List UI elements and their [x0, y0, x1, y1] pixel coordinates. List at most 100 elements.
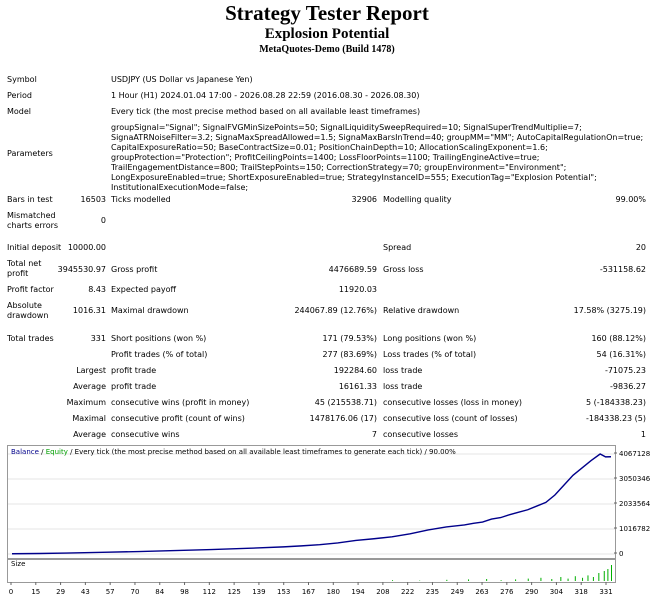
bars-value: 16503 [80, 195, 106, 204]
maximum-label: Maximum [66, 398, 106, 407]
pf-value: 8.43 [88, 285, 106, 294]
largest-profit-value: 192284.60 [333, 366, 377, 375]
size-bar [574, 576, 576, 581]
x-tick-label: 29 [56, 588, 65, 596]
y-tick-label: 2033564 [619, 500, 651, 508]
chart-svg [8, 453, 615, 555]
symbol-value: USDJPY (US Dollar vs Japanese Yen) [111, 75, 253, 84]
deposit-value: 10000.00 [67, 243, 106, 252]
x-tick-label: 276 [500, 588, 514, 596]
trades-value: 331 [90, 334, 106, 343]
size-bar [392, 580, 394, 581]
net-value: 3945530.97 [57, 265, 106, 274]
average-2-label: Average [73, 430, 106, 439]
modelling-value: 99.00% [615, 195, 646, 204]
size-bar [446, 579, 448, 581]
size-bar [551, 579, 553, 581]
size-bar [567, 578, 569, 581]
rel-dd-value: 17.58% (3275.19) [573, 306, 646, 315]
x-tick-label: 98 [180, 588, 189, 596]
symbol-label: Symbol [7, 75, 37, 84]
y-tick-label: 3050346 [619, 475, 651, 483]
largest-label: Largest [76, 366, 106, 375]
x-tick-label: 331 [599, 588, 612, 596]
maximal-label: Maximal [72, 414, 106, 423]
x-tick-label: 43 [81, 588, 90, 596]
avg-cl-value: 1 [640, 430, 646, 439]
x-tick-label: 318 [575, 588, 588, 596]
x-tick-label: 194 [351, 588, 365, 596]
mismatch-value: 0 [100, 216, 106, 225]
mismatch-label-2: charts errors [7, 221, 59, 230]
balance-chart: Balance / Equity / Every tick (the most … [7, 445, 616, 559]
size-bar [592, 577, 594, 581]
parameters-value: groupSignal="Signal"; SignalFVGMinSizePo… [111, 123, 644, 192]
deposit-label: Initial deposit [7, 243, 62, 252]
mcp-label: consecutive profit (count of wins) [111, 414, 245, 423]
x-tick-label: 139 [252, 588, 265, 596]
x-tick-label: 15 [31, 588, 40, 596]
x-axis: 0 15 29 43 57 70 84 98 112 125 139 153 167 180 194 208 2… [9, 582, 613, 596]
x-tick-label: 263 [475, 588, 488, 596]
gross-profit-label: Gross profit [111, 265, 158, 274]
period-value: 1 Hour (H1) 2024.01.04 17:00 - 2026.08.2… [111, 91, 420, 100]
x-tick-label: 57 [106, 588, 115, 596]
profit-trades-label: Profit trades (% of total) [111, 350, 208, 359]
x-tick-label: 208 [376, 588, 389, 596]
abs-dd-label-1: Absolute [7, 301, 42, 310]
size-chart: Size [7, 559, 616, 583]
gross-loss-value: -531158.62 [599, 265, 646, 274]
x-tick-label: 70 [130, 588, 139, 596]
mismatch-label-1: Mismatched [7, 211, 56, 220]
legend-equity: Equity [45, 448, 68, 456]
size-bar [560, 577, 562, 581]
ticks-value: 32906 [351, 195, 377, 204]
model-value: Every tick (the most precise method base… [111, 107, 421, 116]
y-tick-label: 4067128 [619, 450, 650, 458]
chart-legend: Balance / Equity / Every tick (the most … [11, 448, 456, 457]
rel-dd-label: Relative drawdown [383, 306, 460, 315]
size-bar [468, 579, 470, 581]
loss-trades-label: Loss trades (% of total) [383, 350, 477, 359]
largest-profit-label: profit trade [111, 366, 157, 375]
server-build: MetaQuotes-Demo (Build 1478) [259, 44, 395, 55]
long-value: 160 (88.12%) [591, 334, 646, 343]
spread-label: Spread [383, 243, 412, 252]
avg-cl-label: consecutive losses [383, 430, 459, 439]
abs-dd-label-2: drawdown [7, 311, 49, 320]
avg-profit-label: profit trade [111, 382, 157, 391]
legend-balance: Balance [11, 448, 39, 456]
x-tick-label: 290 [525, 588, 538, 596]
avg-loss-label: loss trade [383, 382, 423, 391]
balance-line [11, 453, 612, 555]
largest-loss-label: loss trade [383, 366, 423, 375]
report-title: Strategy Tester Report [225, 1, 429, 25]
avg-cw-label: consecutive wins [111, 430, 180, 439]
average-label: Average [73, 382, 106, 391]
max-cw-label: consecutive wins (profit in money) [111, 398, 250, 407]
short-label: Short positions (won %) [111, 334, 207, 343]
size-bar [486, 579, 488, 581]
max-cw-value: 45 (215538.71) [314, 398, 377, 407]
x-tick-label: 222 [401, 588, 414, 596]
mcl-label: consecutive loss (count of losses) [383, 414, 518, 423]
size-bar [611, 565, 612, 581]
x-tick-label: 304 [550, 588, 564, 596]
size-bar [598, 573, 600, 581]
model-label: Model [7, 107, 32, 116]
avg-loss-value: -9836.27 [610, 382, 646, 391]
x-tick-label: 180 [327, 588, 340, 596]
size-svg [392, 565, 612, 581]
period-label: Period [7, 91, 32, 100]
x-tick-label: 153 [277, 588, 290, 596]
long-label: Long positions (won %) [383, 334, 477, 343]
mcl-value: -184338.23 (5) [585, 414, 646, 423]
short-value: 171 (79.53%) [322, 334, 377, 343]
profit-trades-value: 277 (83.69%) [322, 350, 377, 359]
avg-cw-value: 7 [371, 430, 377, 439]
legend-rest: / Every tick (the most precise method ba… [67, 448, 456, 456]
avg-profit-value: 16161.33 [338, 382, 377, 391]
payoff-label: Expected payoff [111, 285, 176, 294]
x-tick-label: 235 [426, 588, 439, 596]
size-label: Size [11, 560, 26, 568]
